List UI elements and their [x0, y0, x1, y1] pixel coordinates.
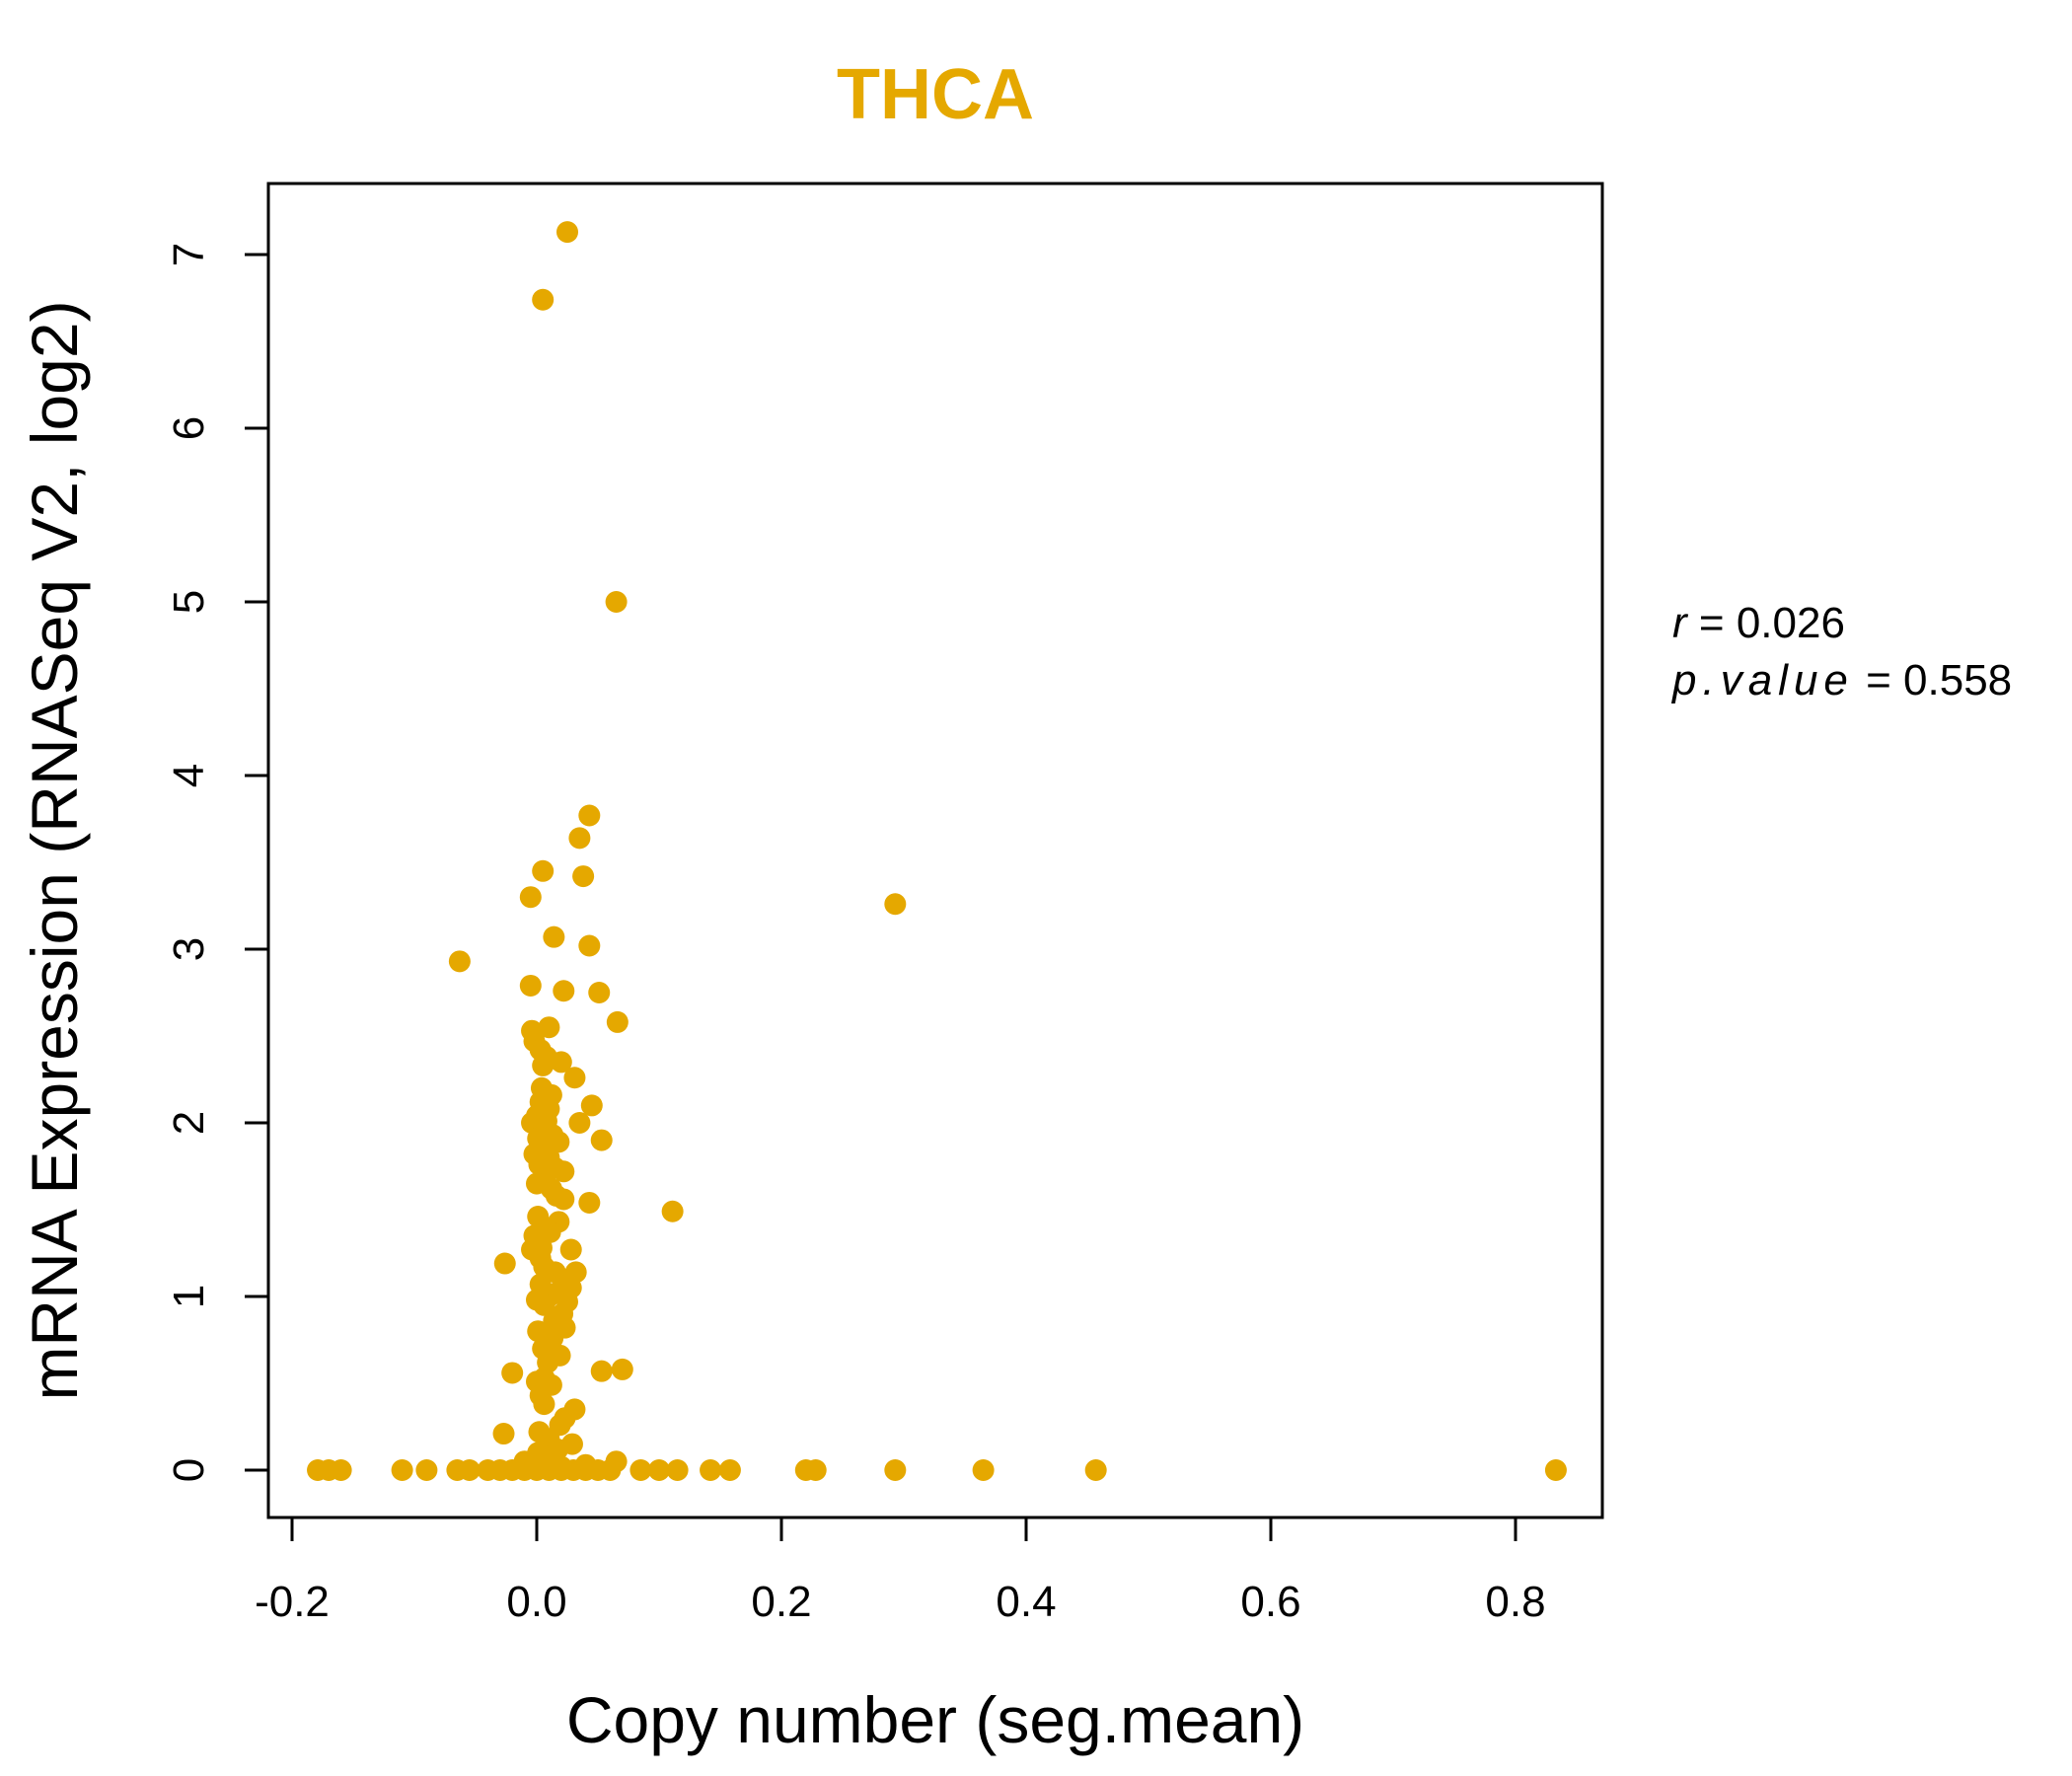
- data-point: [1544, 1459, 1567, 1481]
- data-point: [532, 288, 555, 311]
- data-point: [543, 925, 565, 948]
- data-point: [606, 1010, 629, 1033]
- r-label: r: [1672, 599, 1689, 647]
- data-point: [519, 886, 542, 909]
- data-point: [605, 591, 628, 613]
- data-point: [532, 859, 555, 882]
- x-axis: -0.2 0.0 0.2 0.4 0.6 0.8: [255, 1516, 1546, 1626]
- data-point: [492, 1423, 515, 1445]
- data-point: [1084, 1459, 1107, 1481]
- data-point: [590, 1360, 613, 1382]
- p-value-annotation: p.value = 0.558: [1670, 656, 2012, 704]
- y-tick-label: 7: [165, 243, 213, 266]
- data-point: [330, 1459, 352, 1481]
- plot-frame: [266, 182, 1604, 1519]
- p-value: 0.558: [1903, 656, 2012, 704]
- x-tick-label: 0.6: [1240, 1578, 1300, 1626]
- data-point: [568, 827, 591, 850]
- data-point: [553, 1188, 575, 1211]
- data-point: [666, 1459, 689, 1481]
- data-point: [548, 1131, 570, 1153]
- data-point: [493, 1252, 516, 1275]
- y-tick-label: 4: [165, 764, 213, 787]
- data-point: [590, 1129, 613, 1151]
- x-tick-label: 0.2: [751, 1578, 811, 1626]
- data-point: [578, 804, 601, 827]
- data-point: [559, 1238, 582, 1261]
- data-point: [629, 1459, 652, 1481]
- chart-title: THCA: [837, 55, 1034, 134]
- data-point: [533, 1294, 555, 1316]
- x-tick-label: 0.8: [1485, 1578, 1545, 1626]
- x-tick-label: 0.0: [506, 1578, 566, 1626]
- data-point: [884, 893, 907, 916]
- data-point: [538, 1016, 560, 1039]
- data-point: [568, 1112, 591, 1134]
- y-axis: 0 1 2 3 4 5 6 7: [165, 243, 270, 1482]
- data-point: [661, 1200, 684, 1222]
- data-point: [648, 1459, 670, 1481]
- x-tick-label: -0.2: [255, 1578, 330, 1626]
- data-point: [718, 1459, 741, 1481]
- data-point: [458, 1459, 481, 1481]
- data-point: [501, 1362, 524, 1384]
- data-point: [588, 982, 611, 1003]
- data-point: [884, 1459, 907, 1481]
- y-axis-title: mRNA Expression (RNASeq V2, log2): [18, 300, 91, 1400]
- data-point: [611, 1358, 633, 1380]
- data-point: [700, 1459, 722, 1481]
- r-value: 0.026: [1737, 599, 1845, 647]
- data-point: [553, 1160, 575, 1183]
- data-point: [572, 865, 595, 888]
- data-point: [532, 1054, 555, 1076]
- data-point: [578, 1191, 601, 1214]
- data-point: [448, 950, 471, 973]
- data-point: [533, 1393, 555, 1416]
- data-point: [578, 934, 601, 957]
- data-point: [563, 1067, 586, 1089]
- y-tick-label: 6: [165, 416, 213, 440]
- data-point: [553, 980, 575, 1002]
- data-point: [415, 1459, 438, 1481]
- p-label: p.value: [1670, 656, 1854, 704]
- r-annotation: r = 0.026: [1672, 599, 1845, 647]
- data-point: [580, 1094, 603, 1117]
- x-axis-title: Copy number (seg.mean): [566, 1683, 1304, 1756]
- y-tick-label: 2: [165, 1111, 213, 1135]
- y-tick-label: 0: [165, 1458, 213, 1482]
- data-point: [556, 221, 578, 244]
- x-tick-label: 0.4: [996, 1578, 1056, 1626]
- data-point: [519, 974, 542, 997]
- y-tick-label: 5: [165, 590, 213, 614]
- data-point: [550, 1051, 572, 1073]
- data-point: [391, 1459, 413, 1481]
- y-tick-label: 1: [165, 1285, 213, 1308]
- y-tick-label: 3: [165, 937, 213, 961]
- data-point: [972, 1459, 995, 1481]
- data-points: [307, 221, 1567, 1481]
- data-point: [599, 1459, 622, 1481]
- data-point: [804, 1459, 827, 1481]
